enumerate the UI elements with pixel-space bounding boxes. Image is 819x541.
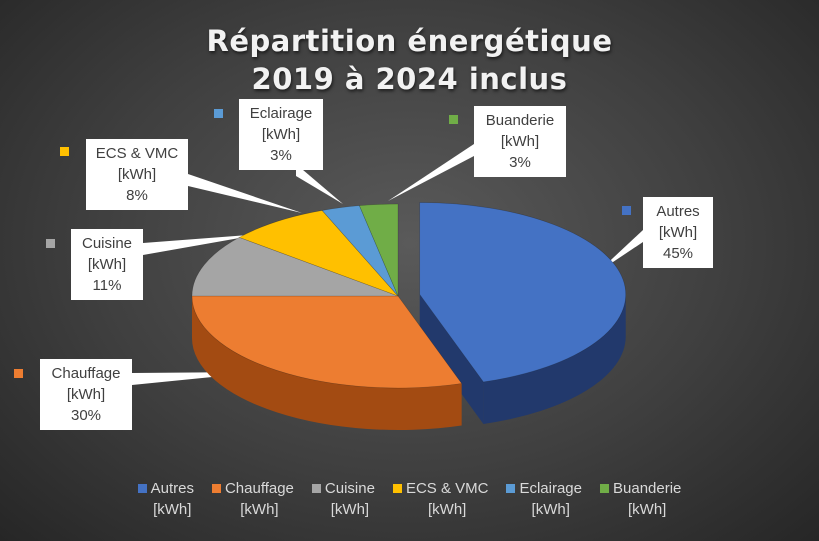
data-label-unit: [kWh] [117, 166, 157, 183]
leader-line-ecs-vmc [188, 174, 302, 213]
data-label-eclairage: Eclairage [kWh] 3% [239, 99, 323, 170]
callout-marker-ecs-vmc [60, 147, 69, 156]
pie-cut-face-autres [419, 294, 484, 424]
data-label-percent: 30% [70, 407, 102, 424]
legend: Autres [kWh] Chauffage [kWh] Cuisine [kWh] … [0, 478, 819, 520]
data-label-name: Eclairage [249, 105, 313, 122]
data-label-name: ECS & VMC [95, 145, 179, 162]
legend-label: ECS & VMC [405, 480, 489, 497]
callout-marker-eclairage [214, 109, 223, 118]
leader-line-cuisine [143, 234, 262, 255]
pie-slice-buanderie [358, 203, 399, 297]
legend-swatch [600, 484, 609, 493]
callout-marker-cuisine [46, 239, 55, 248]
pie-side-autres [483, 294, 626, 424]
legend-item-ecs-vmc: ECS & VMC [kWh] [392, 478, 489, 520]
legend-item-eclairage: Eclairage [kWh] [506, 478, 582, 520]
legend-swatch [392, 484, 402, 493]
legend-item-cuisine: Cuisine [kWh] [311, 478, 375, 520]
data-label-unit: [kWh] [66, 386, 106, 403]
legend-label: Buanderie [613, 480, 682, 497]
legend-swatch [311, 484, 321, 493]
legend-item-chauffage: Chauffage [kWh] [211, 478, 294, 520]
legend-item-buanderie: Buanderie [kWh] [600, 478, 681, 520]
data-label-percent: 11% [92, 277, 122, 294]
legend-item-autres: Autres [kWh] [137, 478, 194, 520]
legend-label: Eclairage [519, 480, 582, 497]
chart-title-line-2: 2019 à 2024 inclus [251, 62, 568, 96]
data-label-chauffage: Chauffage [kWh] 30% [40, 359, 132, 430]
data-label-unit: [kWh] [261, 126, 301, 143]
legend-swatch [211, 484, 221, 493]
legend-unit: [kWh] [428, 501, 467, 518]
legend-label: Cuisine [324, 480, 375, 497]
pie-slice-cuisine [191, 237, 399, 297]
pie-slice-autres [419, 202, 627, 383]
callout-marker-buanderie [449, 115, 458, 124]
data-label-name: Chauffage [51, 365, 121, 382]
data-label-ecs-vmc: ECS & VMC [kWh] 8% [86, 139, 188, 210]
pie-tops [191, 202, 627, 389]
legend-label: Autres [150, 480, 194, 497]
leader-line-eclairage [296, 164, 343, 204]
legend-swatch [137, 484, 147, 493]
data-label-percent: 45% [662, 245, 694, 262]
data-label-cuisine: Cuisine [kWh] 11% [71, 229, 143, 300]
data-label-unit: [kWh] [87, 256, 127, 273]
chart-title-line-1: Répartition énergétique [206, 24, 613, 58]
callout-marker-chauffage [14, 369, 23, 378]
legend-label: Chauffage [224, 480, 294, 497]
pie-slice-chauffage [191, 295, 463, 389]
leader-lines [132, 144, 643, 385]
pie-side-chauffage [192, 296, 462, 430]
legend-unit: [kWh] [531, 501, 570, 518]
data-label-name: Cuisine [81, 235, 133, 252]
legend-unit: [kWh] [240, 501, 279, 518]
data-label-name: Autres [656, 203, 700, 220]
data-label-buanderie: Buanderie [kWh] 3% [474, 106, 566, 177]
legend-unit: [kWh] [153, 501, 192, 518]
pie-sides [192, 294, 626, 430]
data-label-percent: 8% [126, 187, 148, 204]
legend-unit: [kWh] [330, 501, 370, 518]
chart-title: Répartition énergétique 2019 à 2024 incl… [0, 22, 819, 98]
leader-line-buanderie [388, 144, 474, 201]
legend-swatch [506, 484, 516, 493]
data-label-autres: Autres [kWh] 45% [643, 197, 713, 268]
pie-slice-ecs-vmc [238, 210, 399, 297]
data-label-unit: [kWh] [500, 133, 540, 150]
data-label-unit: [kWh] [658, 224, 698, 241]
data-label-percent: 3% [270, 147, 292, 164]
pie-slice-eclairage [321, 205, 399, 297]
legend-unit: [kWh] [628, 501, 667, 518]
callout-marker-autres [622, 206, 631, 215]
data-label-name: Buanderie [485, 112, 555, 129]
data-label-percent: 3% [509, 154, 531, 171]
